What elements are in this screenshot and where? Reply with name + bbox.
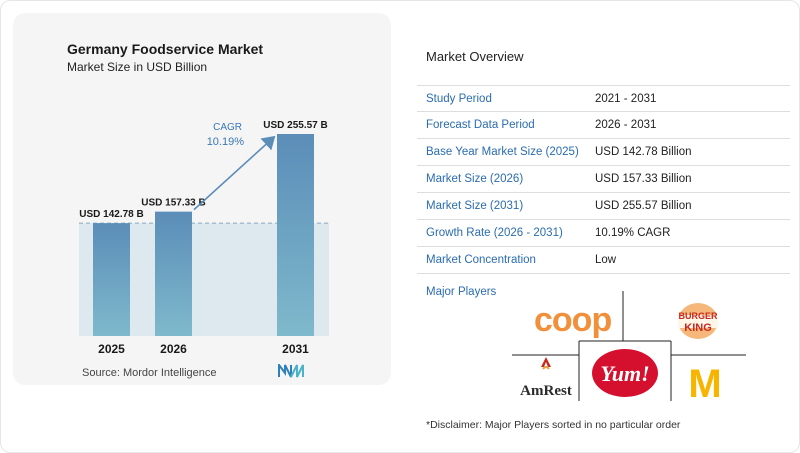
- overview-value: Low: [595, 254, 617, 266]
- chart-title: Germany Foodservice Market: [67, 41, 264, 57]
- overview-label: Growth Rate (2026 - 2031): [426, 227, 563, 239]
- x-tick-label: 2026: [160, 342, 187, 356]
- bar-2025: [93, 223, 130, 336]
- bar-value-label: USD 157.33 B: [141, 198, 205, 209]
- burger-king-text-1: BURGER: [678, 311, 718, 321]
- cagr-label: CAGR: [213, 122, 242, 133]
- overview-label: Base Year Market Size (2025): [426, 146, 579, 158]
- coop-logo: coop: [534, 301, 612, 339]
- overview-row: Study Period 2021 - 2031: [417, 85, 790, 112]
- x-tick-label: 2031: [282, 342, 309, 356]
- overview-value: 2021 - 2031: [595, 93, 657, 105]
- burger-king-logo: BURGER KING: [678, 303, 718, 339]
- overview-value: USD 157.33 Billion: [595, 173, 692, 185]
- mordor-logo-icon: [278, 364, 304, 378]
- overview-label: Market Size (2026): [426, 173, 524, 185]
- overview-table: Study Period 2021 - 2031 Forecast Data P…: [417, 85, 790, 274]
- bar-value-label: USD 142.78 B: [79, 209, 143, 220]
- overview-row: Growth Rate (2026 - 2031) 10.19% CAGR: [417, 220, 790, 247]
- overview-value: USD 142.78 Billion: [595, 146, 692, 158]
- overview-title: Market Overview: [426, 49, 524, 64]
- yum-logo: Yum!: [592, 349, 658, 397]
- x-tick-label: 2025: [98, 342, 125, 356]
- bar-2031: [277, 134, 314, 336]
- overview-value: 10.19% CAGR: [595, 227, 671, 239]
- coop-logo-text: coop: [534, 301, 611, 339]
- major-players-title: Major Players: [426, 286, 497, 298]
- disclaimer-text: *Disclaimer: Major Players sorted in no …: [426, 419, 681, 431]
- overview-value: 2026 - 2031: [595, 119, 657, 131]
- amrest-logo-text: AmRest: [520, 383, 572, 399]
- chart-subtitle: Market Size in USD Billion: [67, 60, 208, 74]
- mcdonalds-logo-text: M: [688, 362, 721, 404]
- burger-king-text-2: KING: [684, 322, 712, 334]
- overview-label: Forecast Data Period: [426, 119, 535, 131]
- overview-value: USD 255.57 Billion: [595, 200, 692, 212]
- bar-2026: [155, 211, 192, 336]
- cagr-arrow: [193, 135, 276, 211]
- yum-logo-text: Yum!: [600, 361, 649, 386]
- overview-row: Market Size (2026) USD 157.33 Billion: [417, 166, 790, 193]
- overview-label: Market Size (2031): [426, 200, 524, 212]
- overview-row: Forecast Data Period 2026 - 2031: [417, 112, 790, 139]
- overview-label: Market Concentration: [426, 254, 536, 266]
- major-players-grid: coop BURGER KING AmRest Yum! M: [512, 291, 746, 404]
- overview-row: Market Size (2031) USD 255.57 Billion: [417, 193, 790, 220]
- cagr-value: 10.19%: [207, 136, 245, 148]
- market-size-chart: USD 142.78 B 2025 USD 157.33 B 2026 USD 255.…: [79, 120, 329, 356]
- amrest-logo: AmRest: [520, 357, 572, 399]
- overview-row: Base Year Market Size (2025) USD 142.78 …: [417, 139, 790, 166]
- bar-value-label: USD 255.57 B: [263, 120, 327, 131]
- source-text: Source: Mordor Intelligence: [82, 367, 217, 379]
- overview-row: Market Concentration Low: [417, 247, 790, 274]
- overview-label: Study Period: [426, 93, 492, 105]
- mcdonalds-logo: M: [688, 362, 721, 404]
